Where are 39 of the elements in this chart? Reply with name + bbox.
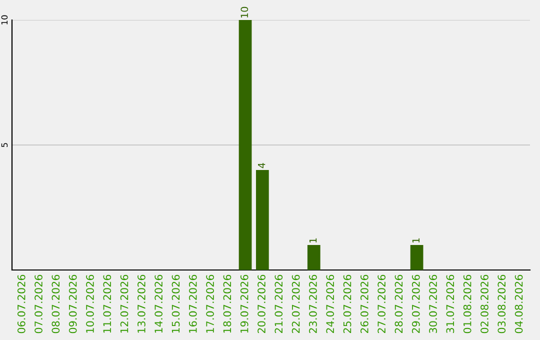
x-tick-label: 22.07.2026 [292,274,300,334]
x-tick-label: 23.07.2026 [309,274,317,334]
x-tick-label: 31.07.2026 [446,274,454,334]
x-tick-label: 04.08.2026 [514,274,523,334]
x-tick-label: 09.07.2026 [68,274,77,334]
x-tick-label: 20.07.2026 [258,274,266,334]
x-tick-label: 18.07.2026 [223,274,232,333]
x-tick-label: 06.07.2026 [17,274,26,334]
x-tick-label: 25.07.2026 [343,274,352,334]
data-label: 1 [412,238,420,243]
x-tick-label: 07.07.2026 [34,274,42,334]
x-tick-label: 26.07.2026 [360,274,368,334]
x-tick-label: 17.07.2026 [206,274,214,333]
x-tick-label: 21.07.2026 [274,274,283,334]
x-tick-label: 02.08.2026 [480,274,488,334]
x-tick-label: 12.07.2026 [120,274,128,333]
data-label: 1 [309,238,317,243]
x-tick-label: 13.07.2026 [138,274,146,333]
x-tick-label: 30.07.2026 [429,274,437,334]
x-tick-label: 14.07.2026 [154,274,163,333]
data-label: 10 [240,6,248,18]
x-tick-label: 01.08.2026 [463,274,472,334]
bar [256,170,269,270]
x-tick-label: 10.07.2026 [86,274,94,333]
bar [410,245,424,270]
data-label: 4 [258,162,266,168]
x-tick-label: 27.07.2026 [378,274,386,334]
x-tick-label: 24.07.2026 [326,274,334,334]
x-tick-label: 19.07.2026 [240,274,248,333]
bar [238,20,252,270]
x-tick-label: 15.07.2026 [172,274,180,333]
y-tick-label: 5 [1,143,8,148]
x-tick-label: 29.07.2026 [412,274,420,334]
bar [307,245,320,270]
x-tick-label: 11.07.2026 [103,274,112,333]
x-tick-label: 08.07.2026 [52,274,60,334]
x-tick-label: 03.08.2026 [498,274,506,334]
x-tick-label: 16.07.2026 [188,274,197,333]
x-tick-label: 28.07.2026 [394,274,403,334]
